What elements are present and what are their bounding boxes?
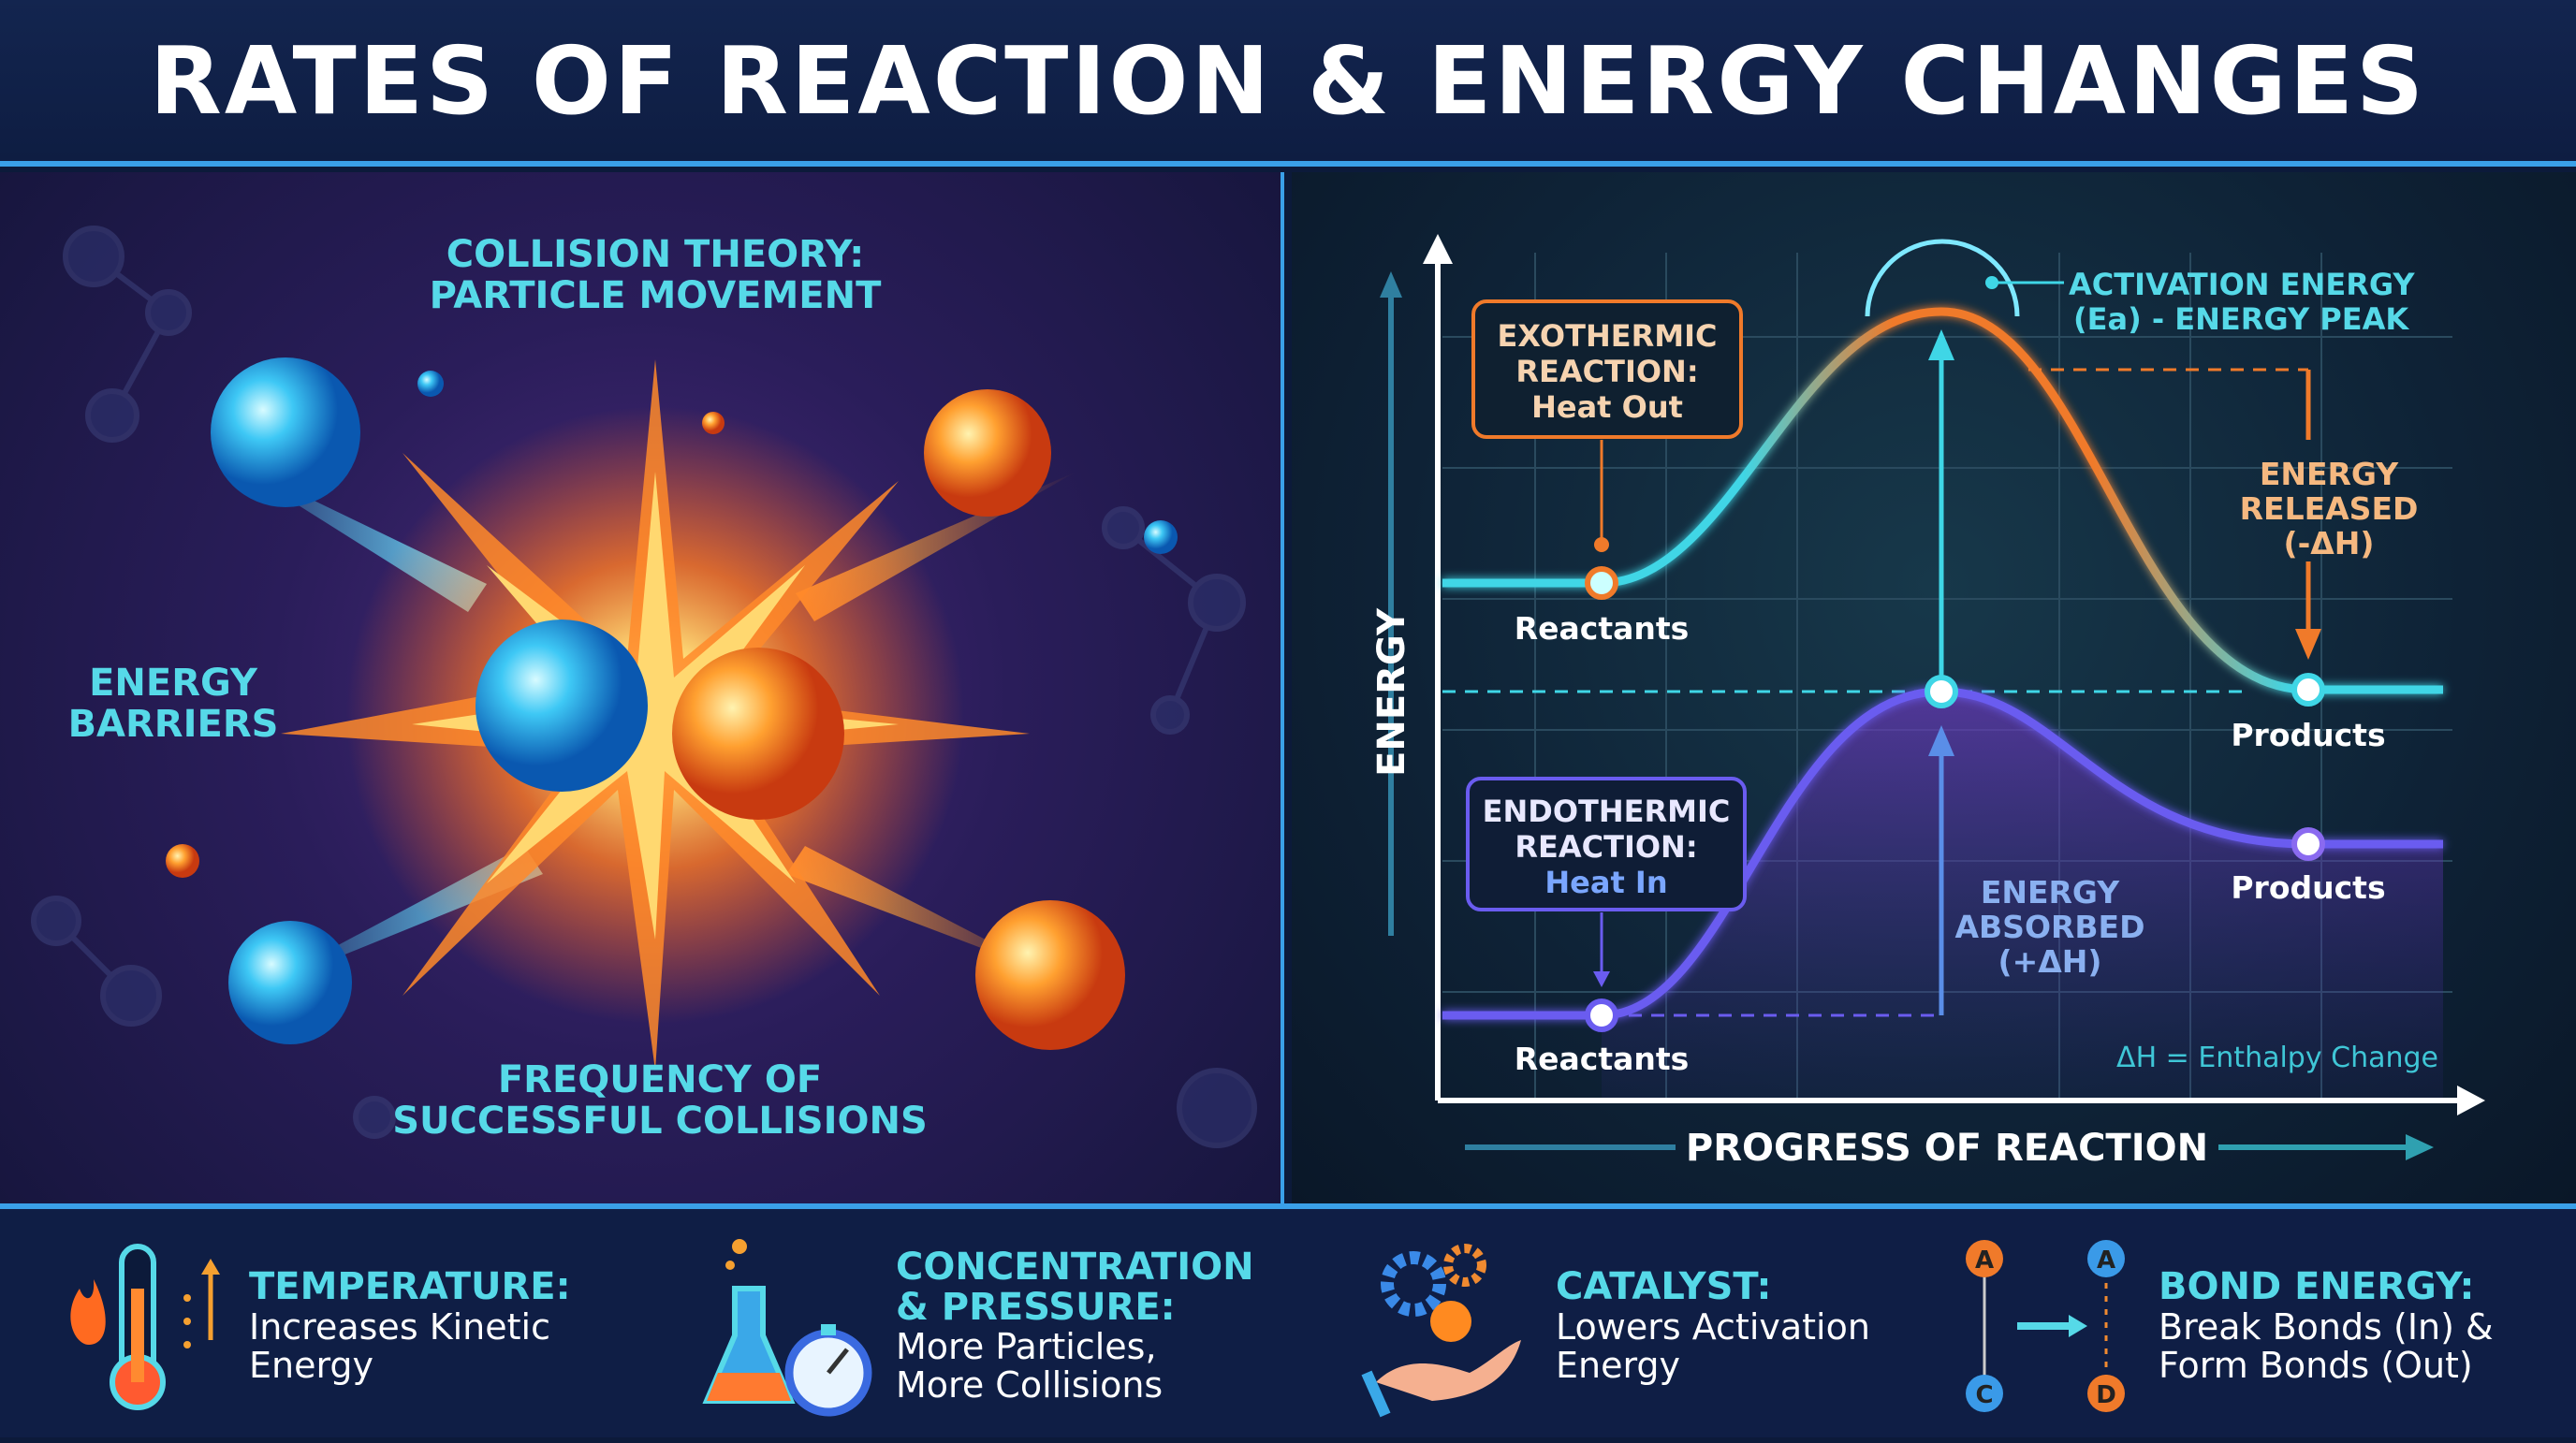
blue-particle bbox=[476, 619, 648, 792]
endo-line3: Heat In bbox=[1544, 865, 1667, 900]
bond-energy-body-2: Form Bonds (Out) bbox=[2159, 1344, 2473, 1386]
endo-reactants-label: Reactants bbox=[1515, 1041, 1690, 1077]
x-axis-arrow-icon bbox=[2457, 1086, 2485, 1115]
endo-line2: REACTION: bbox=[1515, 829, 1697, 865]
barriers-label: BARRIERS bbox=[67, 703, 279, 746]
absorbed-line3: (+ΔH) bbox=[1998, 943, 2102, 980]
blue-particle bbox=[211, 357, 360, 507]
collision-theory-label: COLLISION THEORY: bbox=[446, 233, 865, 276]
exo-products-label: Products bbox=[2231, 717, 2385, 753]
concentration-heading: CONCENTRATION bbox=[896, 1245, 1254, 1289]
catalyst-body-1: Lowers Activation bbox=[1556, 1305, 1870, 1348]
factor-concentration: CONCENTRATION & PRESSURE: More Particles… bbox=[697, 1209, 1254, 1443]
starburst-core bbox=[412, 472, 899, 940]
absorbed-line2: ABSORBED bbox=[1954, 909, 2144, 945]
y-axis-arrow-icon bbox=[1423, 234, 1453, 264]
bond-energy-body-1: Break Bonds (In) & bbox=[2159, 1305, 2494, 1348]
exothermic-curve bbox=[1442, 307, 2443, 694]
x-axis-label: PROGRESS OF REACTION bbox=[1686, 1127, 2208, 1170]
endo-line1: ENDOTHERMIC bbox=[1483, 794, 1731, 829]
orange-particle bbox=[975, 900, 1125, 1050]
released-line3: (-ΔH) bbox=[2283, 525, 2374, 561]
atom-d: D bbox=[2096, 1381, 2116, 1409]
temperature-heading: TEMPERATURE: bbox=[249, 1265, 571, 1309]
y-axis-label: ENERGY bbox=[1370, 607, 1413, 777]
collision-theory-panel: COLLISION THEORY: PARTICLE MOVEMENT ENER… bbox=[0, 172, 1284, 1203]
atom-a: A bbox=[1975, 1246, 1994, 1275]
catalyst-body-2: Energy bbox=[1556, 1344, 1681, 1386]
frequency-label: FREQUENCY OF bbox=[497, 1058, 823, 1101]
pressure-heading: & PRESSURE: bbox=[896, 1285, 1176, 1329]
concentration-body-2: More Collisions bbox=[896, 1364, 1164, 1407]
temperature-body-2: Energy bbox=[249, 1344, 374, 1386]
exo-line3: Heat Out bbox=[1531, 389, 1683, 425]
endo-reactants-point bbox=[1585, 998, 1618, 1032]
factor-catalyst: CATALYST: Lowers Activation Energy bbox=[1357, 1209, 1870, 1443]
endo-products-point bbox=[2291, 827, 2325, 861]
released-line1: ENERGY bbox=[2260, 456, 2399, 492]
exo-line2: REACTION: bbox=[1515, 354, 1698, 389]
activation-label-2: (Ea) - ENERGY PEAK bbox=[2073, 301, 2409, 337]
exo-line1: EXOTHERMIC bbox=[1498, 318, 1718, 354]
bond-icon: A C A D bbox=[1966, 1240, 2125, 1412]
catalyst-heading: CATALYST: bbox=[1556, 1265, 1772, 1309]
flask-stopwatch-icon bbox=[702, 1239, 872, 1417]
molecule-background bbox=[31, 226, 1257, 1148]
atom-a2: A bbox=[2097, 1246, 2115, 1275]
exo-reactants-label: Reactants bbox=[1515, 610, 1690, 647]
exo-products-point bbox=[2291, 673, 2325, 707]
endothermic-area bbox=[1602, 692, 2443, 1100]
temperature-body-1: Increases Kinetic bbox=[249, 1305, 550, 1348]
particle-movement-label: PARTICLE MOVEMENT bbox=[429, 274, 882, 317]
progress-arrow-icon bbox=[2406, 1134, 2434, 1160]
enthalpy-legend: ΔH = Enthalpy Change bbox=[2116, 1042, 2438, 1074]
absorbed-line1: ENERGY bbox=[1981, 874, 2120, 911]
endothermic-box bbox=[1466, 777, 1747, 911]
factor-bond-energy: A C A D BOND ENERGY: Break Bonds (In) & … bbox=[1947, 1209, 2494, 1443]
atom-c: C bbox=[1975, 1381, 1993, 1409]
released-line2: RELEASED bbox=[2240, 490, 2419, 527]
activation-label-1: ACTIVATION ENERGY bbox=[2069, 267, 2415, 302]
energy-label: ENERGY bbox=[89, 662, 257, 705]
factors-strip: TEMPERATURE: Increases Kinetic Energy CO… bbox=[0, 1203, 2576, 1437]
orange-particle bbox=[672, 648, 844, 820]
endo-peak-point bbox=[1925, 675, 1958, 708]
successful-collisions-label: SUCCESSFUL COLLISIONS bbox=[392, 1100, 928, 1143]
concentration-body-1: More Particles, bbox=[896, 1326, 1157, 1368]
blue-particle bbox=[228, 921, 352, 1044]
gears-hand-icon bbox=[1361, 1244, 1521, 1418]
bond-energy-heading: BOND ENERGY: bbox=[2159, 1265, 2475, 1309]
title-bar: RATES OF REACTION & ENERGY CHANGES bbox=[0, 0, 2576, 167]
endo-products-label: Products bbox=[2231, 869, 2385, 906]
collision-illustration bbox=[31, 226, 1257, 1148]
orange-particle bbox=[924, 389, 1051, 517]
factor-temperature: TEMPERATURE: Increases Kinetic Energy bbox=[56, 1209, 571, 1443]
thermometer-icon bbox=[70, 1244, 220, 1410]
page-title: RATES OF REACTION & ENERGY CHANGES bbox=[149, 25, 2427, 136]
exothermic-box bbox=[1471, 299, 1743, 439]
exo-reactants-point bbox=[1585, 566, 1618, 600]
energy-profile-diagram: EXOTHERMIC REACTION: Heat Out ENDOTHERMI… bbox=[1370, 234, 2485, 1170]
